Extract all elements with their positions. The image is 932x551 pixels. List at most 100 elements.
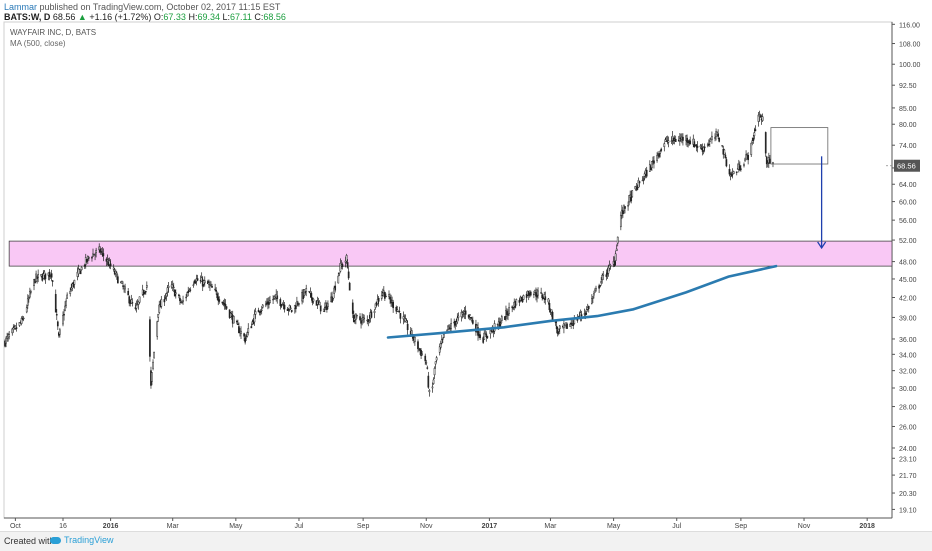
candle-body — [77, 268, 80, 275]
candle-body — [433, 368, 436, 376]
candle-body — [172, 286, 175, 289]
x-tick-label: Sep — [357, 523, 370, 530]
candle-body — [331, 296, 333, 303]
open-label: O: — [153, 12, 164, 22]
candle-body — [599, 285, 601, 287]
candle-body — [26, 298, 29, 306]
candle-body — [569, 323, 571, 327]
candle-body — [399, 313, 402, 319]
candle-body — [288, 305, 291, 310]
candle-body — [607, 266, 610, 274]
indicator-legend[interactable]: MA (500, close) — [10, 39, 66, 48]
close-value: 68.56 — [263, 12, 286, 22]
candle-body — [665, 137, 668, 141]
candle-body — [728, 168, 731, 175]
candle-body — [686, 137, 688, 143]
candle-body — [404, 318, 407, 322]
publish-line: Lammar published on TradingView.com, Oct… — [4, 2, 280, 12]
projection-box — [770, 127, 829, 165]
tradingview-logo[interactable]: TradingView — [50, 535, 114, 545]
candle-body — [218, 299, 221, 302]
candle-body — [261, 304, 264, 308]
candle-body — [88, 257, 90, 259]
candle-body — [54, 294, 57, 313]
candle-body — [450, 323, 452, 329]
candle-body — [25, 307, 28, 313]
candle-body — [181, 301, 183, 304]
price-chart[interactable]: 116.00 108.00 100.00 92.50 85.00 80.00 74.00 68… — [0, 0, 932, 531]
candle-body — [332, 297, 334, 300]
candle-body — [498, 321, 501, 328]
candle-body — [392, 301, 394, 309]
candle-body — [99, 248, 102, 253]
candle-body — [62, 314, 64, 325]
candle-body — [619, 214, 622, 228]
candle-body — [95, 249, 97, 254]
candle-body — [642, 178, 645, 180]
candle-body — [158, 304, 161, 313]
candle-body — [367, 319, 370, 322]
y-tick-label: 92.50 — [899, 83, 917, 90]
candle-body — [714, 137, 716, 139]
candle-body — [593, 293, 595, 296]
candle-body — [584, 312, 587, 315]
y-tick-label: 100.00 — [899, 62, 921, 69]
candle-body — [94, 253, 96, 256]
candle-body — [304, 291, 307, 294]
candle-body — [66, 294, 68, 299]
candle-body — [421, 353, 423, 356]
candle-body — [600, 281, 603, 284]
candle-body — [298, 303, 300, 305]
candle-body — [689, 140, 692, 145]
candle-body — [634, 186, 637, 190]
candle-body — [289, 307, 292, 309]
last-price-badge — [894, 159, 920, 172]
candle-body — [283, 304, 286, 310]
candle-body — [630, 194, 633, 202]
candle-body — [380, 294, 383, 299]
candle-body — [537, 290, 539, 296]
candle-body — [598, 285, 600, 289]
close-label: C: — [254, 12, 264, 22]
candle-body — [370, 311, 373, 318]
candle-body — [196, 278, 199, 281]
low-label: L: — [222, 12, 231, 22]
candle-body — [594, 289, 596, 293]
candle-body — [482, 337, 485, 343]
symbol-legend: WAYFAIR INC, D, BATS — [10, 28, 97, 37]
candle-body — [554, 321, 557, 323]
candle-body — [128, 296, 131, 304]
candle-body — [79, 270, 82, 275]
x-tick-label: Mar — [544, 523, 557, 530]
x-tick-label: 2016 — [103, 523, 119, 530]
candle-body — [4, 340, 6, 347]
candle-body — [585, 309, 588, 312]
candle-body — [73, 279, 76, 285]
candle-body — [431, 386, 434, 389]
candle-body — [414, 336, 416, 342]
candle-body — [153, 351, 155, 359]
candle-body — [615, 248, 618, 252]
candle-body — [659, 151, 662, 154]
candle-body — [455, 321, 458, 325]
candle-body — [674, 138, 677, 143]
candle-body — [164, 297, 167, 299]
candle-body — [83, 264, 86, 267]
candle-body — [247, 328, 250, 333]
candle-body — [264, 303, 267, 306]
candle-body — [477, 327, 479, 336]
candle-body — [521, 298, 524, 303]
candle-body — [592, 296, 594, 299]
x-tick-label: 2017 — [482, 523, 498, 530]
x-tick-label: Sep — [735, 523, 748, 530]
candle-body — [179, 297, 181, 302]
candle-body — [636, 186, 639, 190]
candle-body — [464, 310, 467, 315]
candle-body — [189, 289, 192, 291]
candle-body — [108, 260, 111, 265]
candle-body — [295, 305, 297, 310]
candle-body — [135, 304, 138, 309]
candle-body — [384, 291, 386, 299]
candle-body — [230, 314, 233, 316]
author-link[interactable]: Lammar — [4, 2, 38, 12]
